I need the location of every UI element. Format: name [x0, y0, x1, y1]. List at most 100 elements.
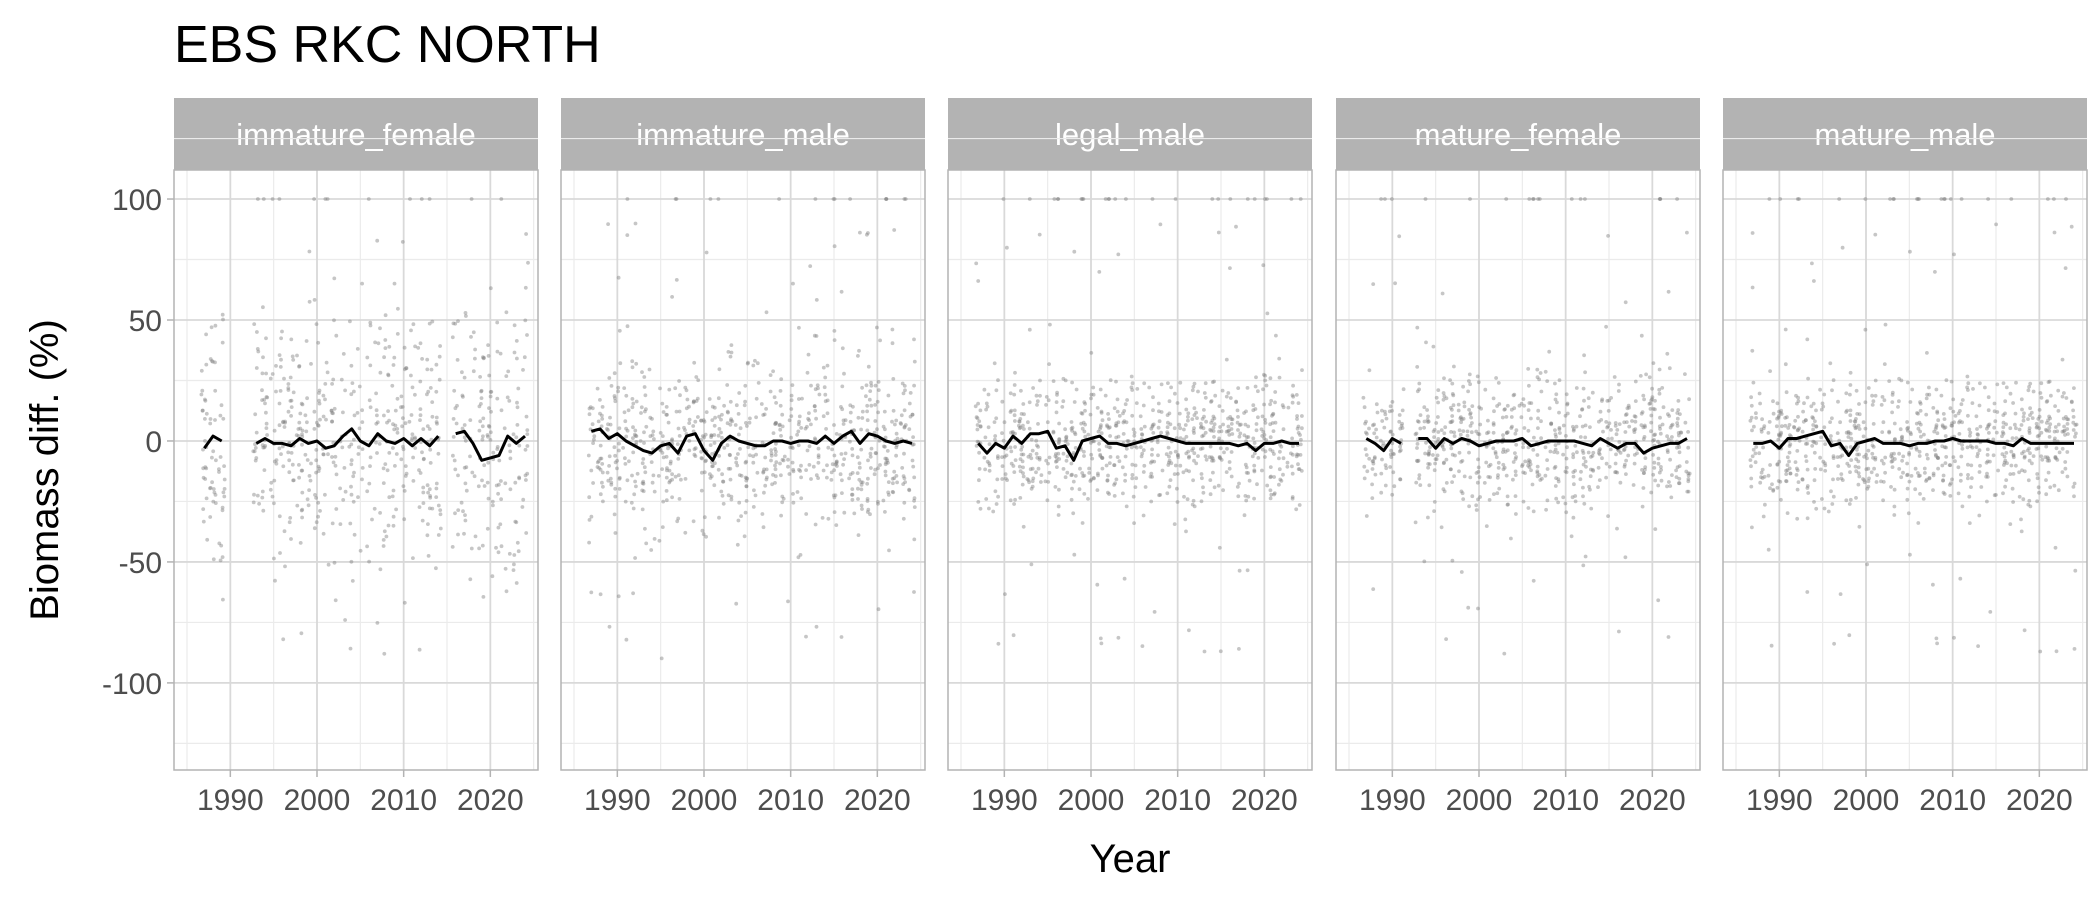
data-point — [277, 446, 282, 451]
data-point — [1053, 485, 1058, 489]
data-point — [907, 487, 911, 492]
data-point — [1108, 378, 1113, 383]
data-point — [1893, 437, 1897, 441]
data-point — [650, 417, 654, 421]
data-point — [1800, 477, 1805, 482]
data-point — [1820, 401, 1825, 406]
data-point — [437, 377, 442, 382]
data-point — [1942, 426, 1947, 430]
data-point — [1211, 425, 1216, 430]
data-point — [499, 479, 503, 483]
data-point — [368, 405, 373, 410]
data-point — [1538, 371, 1543, 375]
data-point — [1501, 450, 1505, 454]
data-point — [1098, 636, 1103, 641]
data-point — [1002, 454, 1007, 459]
data-point — [1639, 423, 1644, 427]
data-point — [1199, 424, 1204, 429]
data-point — [1365, 432, 1369, 436]
data-point — [1098, 427, 1102, 431]
data-point — [1149, 499, 1154, 504]
data-point — [1100, 455, 1104, 460]
data-point — [485, 526, 490, 531]
data-point — [270, 372, 275, 376]
data-point — [1216, 197, 1221, 201]
data-point — [595, 386, 600, 391]
data-point — [1598, 447, 1602, 451]
data-point — [1467, 407, 1471, 412]
data-point — [1857, 474, 1862, 479]
data-point — [1686, 479, 1691, 484]
data-point — [1493, 450, 1498, 454]
data-point — [480, 437, 485, 442]
data-point — [1442, 489, 1447, 494]
data-point — [514, 339, 519, 343]
data-point — [1468, 382, 1472, 387]
data-point — [1960, 504, 1965, 509]
data-point — [1151, 395, 1155, 400]
data-point — [2040, 457, 2045, 462]
data-point — [1581, 451, 1586, 455]
data-point — [1380, 457, 1384, 462]
data-point — [1263, 449, 1268, 454]
data-point — [1172, 472, 1177, 476]
data-point — [1971, 387, 1975, 391]
data-point — [251, 500, 256, 505]
data-point — [1784, 472, 1789, 476]
data-point — [1268, 488, 1273, 493]
data-point — [1433, 457, 1438, 461]
data-point — [1465, 429, 1470, 434]
data-point — [892, 476, 897, 481]
data-point — [1564, 434, 1568, 438]
data-point — [1451, 403, 1456, 408]
data-point — [902, 425, 907, 430]
data-point — [1057, 487, 1061, 492]
data-point — [1262, 402, 1266, 407]
data-point — [590, 406, 595, 411]
data-point — [1397, 419, 1402, 424]
data-point — [1656, 461, 1661, 466]
data-point — [2056, 488, 2061, 493]
data-point — [691, 429, 696, 434]
data-point — [430, 319, 435, 324]
data-point — [670, 437, 674, 442]
data-point — [974, 415, 979, 420]
data-point — [1545, 467, 1550, 471]
data-point — [708, 472, 712, 477]
data-point — [395, 396, 400, 401]
data-point — [1627, 424, 1632, 429]
data-point — [912, 383, 916, 388]
data-point — [295, 353, 299, 358]
data-point — [300, 490, 305, 495]
data-point — [316, 469, 321, 473]
data-point — [1754, 416, 1758, 420]
data-point — [1069, 420, 1074, 424]
data-point — [1863, 400, 1868, 405]
data-point — [1013, 445, 1017, 449]
data-point — [736, 518, 741, 523]
data-point — [375, 451, 379, 455]
data-point — [1959, 197, 1964, 201]
data-point — [1462, 474, 1467, 479]
data-point — [1801, 419, 1806, 424]
data-point — [1554, 434, 1558, 439]
data-point — [1812, 478, 1817, 483]
data-point — [617, 448, 621, 453]
data-point — [635, 471, 640, 476]
data-point — [1427, 462, 1432, 466]
data-point — [1650, 386, 1654, 391]
data-point — [464, 314, 468, 318]
data-point — [1905, 461, 1909, 466]
data-point — [1496, 473, 1500, 477]
panel-border — [560, 169, 926, 771]
data-point — [268, 376, 273, 381]
data-point — [1441, 391, 1446, 395]
data-point — [1866, 466, 1871, 471]
data-point — [1921, 497, 1926, 501]
data-point — [1785, 415, 1789, 420]
data-point — [834, 459, 839, 464]
data-point — [613, 399, 618, 404]
data-point — [790, 383, 795, 387]
data-point — [912, 505, 917, 509]
data-point — [1172, 426, 1177, 431]
